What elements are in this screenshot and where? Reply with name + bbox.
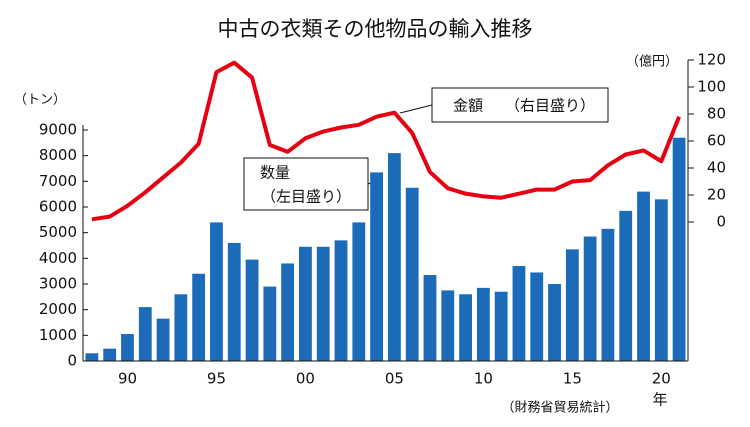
y2-tick-label: 0	[716, 213, 726, 231]
y-tick-label: 9000	[39, 121, 77, 139]
y-tick-label: 8000	[39, 146, 77, 164]
bar	[156, 318, 170, 361]
chart-title: 中古の衣類その他物品の輸入推移	[218, 17, 533, 41]
bar	[85, 353, 99, 361]
bar	[245, 259, 259, 361]
x-tick-label: 05	[385, 370, 404, 388]
x-tick-label: 10	[474, 370, 493, 388]
bar	[227, 242, 241, 361]
line	[91, 60, 681, 222]
y2-tick-label: 40	[707, 159, 726, 177]
bar-label-note: （左目盛り）	[261, 188, 351, 206]
bar	[601, 228, 615, 361]
annotation-pointer	[399, 104, 433, 114]
annotation-box	[431, 87, 609, 123]
source: （財務省貿易統計）	[501, 400, 618, 416]
bar	[423, 275, 437, 361]
bar	[459, 294, 472, 361]
bar	[263, 286, 277, 361]
annotation-box	[243, 157, 369, 211]
line-label-note: （右目盛り）	[505, 97, 595, 115]
bar	[370, 172, 384, 361]
bar	[192, 273, 206, 361]
y-tick-label: 1000	[39, 326, 77, 344]
y-tick-label: 2000	[39, 300, 77, 318]
bar	[210, 222, 223, 361]
bar	[299, 246, 312, 361]
y-unit: （トン）	[14, 93, 66, 108]
bar	[654, 199, 668, 361]
y2-tick-label: 20	[707, 186, 726, 204]
bar-label: 数量	[260, 164, 290, 182]
bar	[405, 187, 419, 361]
bar	[334, 240, 348, 361]
bar	[512, 266, 526, 361]
x-tick-label: 20	[652, 370, 671, 388]
bar	[121, 334, 134, 361]
bar	[316, 246, 330, 361]
line-label: 金額	[453, 97, 483, 115]
y-tick-label: 3000	[39, 275, 77, 293]
y-tick-label: 6000	[39, 198, 77, 216]
x-unit: 年	[652, 391, 667, 409]
bar	[281, 263, 295, 361]
bar	[352, 222, 366, 361]
bar	[672, 137, 686, 361]
y2-tick-label: 60	[707, 132, 726, 150]
bar	[583, 236, 597, 361]
bar	[548, 284, 561, 361]
bar	[387, 153, 401, 361]
bar	[637, 191, 650, 361]
bar	[441, 290, 455, 361]
y2-unit: （億円）	[626, 54, 678, 70]
bar	[565, 249, 579, 361]
bar	[619, 210, 633, 361]
bar	[494, 291, 508, 361]
y-tick-label: 5000	[39, 223, 77, 241]
x-tick-label: 90	[118, 370, 137, 388]
y2-tick-label: 120	[697, 51, 726, 69]
y-tick-label: 7000	[39, 172, 77, 190]
bar	[174, 294, 188, 361]
bar	[103, 348, 117, 361]
bar	[138, 307, 152, 361]
y2-tick-label: 100	[697, 78, 726, 96]
y-tick-label: 0	[67, 352, 77, 370]
x-tick-label: 00	[296, 370, 315, 388]
x-tick-label: 15	[563, 370, 582, 388]
y2-tick-label: 80	[707, 105, 726, 123]
bar	[476, 287, 490, 361]
y-tick-label: 4000	[39, 249, 77, 267]
bar	[530, 272, 544, 361]
x-tick-label: 95	[207, 370, 226, 388]
